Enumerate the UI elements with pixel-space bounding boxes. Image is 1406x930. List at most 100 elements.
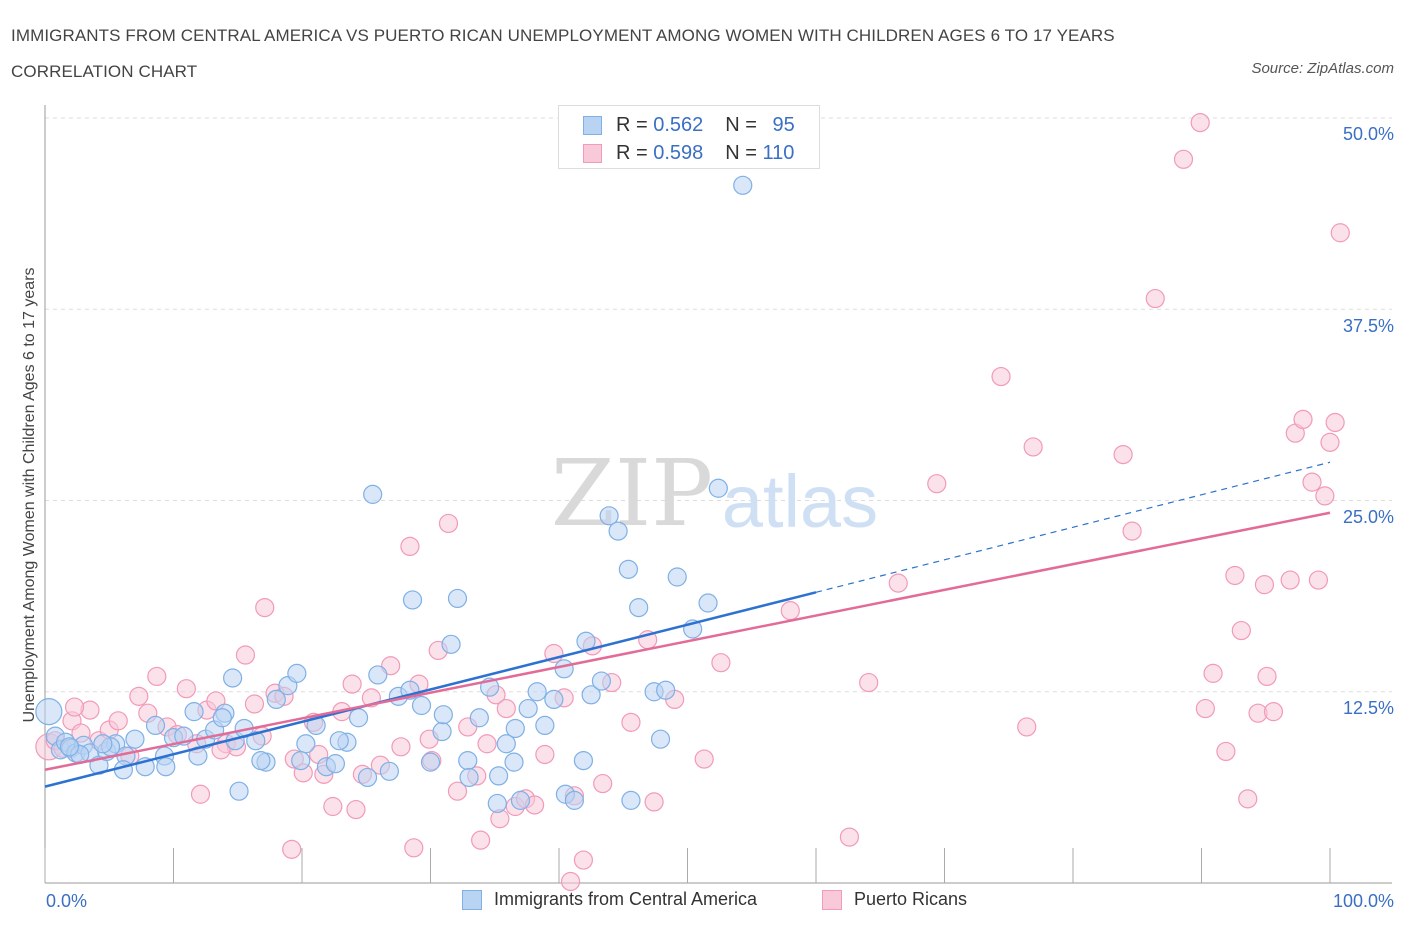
data-point — [458, 750, 478, 771]
data-point — [991, 366, 1011, 387]
data-point — [733, 175, 753, 195]
data-point — [400, 536, 420, 557]
stats-legend-row-pink: R = 0.598 N = 110 — [583, 141, 794, 165]
data-point — [593, 773, 613, 794]
data-point — [1122, 521, 1142, 541]
data-point — [505, 718, 525, 739]
data-point — [1320, 432, 1340, 452]
gridlines — [45, 117, 1392, 693]
n-value: 110 — [762, 141, 795, 164]
data-point — [223, 668, 243, 688]
data-point — [573, 750, 594, 771]
data-point — [1203, 663, 1223, 683]
data-point — [246, 731, 266, 751]
data-point — [64, 697, 85, 717]
data-point — [1190, 112, 1210, 133]
data-point — [108, 711, 128, 731]
y-tick-label: 25.0% — [1342, 507, 1394, 527]
data-point — [1315, 486, 1335, 506]
data-point — [433, 705, 453, 725]
data-point — [251, 750, 271, 771]
data-point — [402, 590, 423, 610]
data-point — [510, 790, 531, 810]
data-point — [780, 601, 800, 621]
data-point — [35, 698, 63, 726]
legend-label: Puerto Ricans — [854, 889, 968, 909]
data-point — [469, 708, 489, 728]
data-point — [1280, 570, 1300, 590]
data-point — [621, 790, 641, 810]
data-point — [1017, 717, 1037, 737]
data-point — [573, 850, 594, 870]
trend-lines — [44, 461, 1331, 788]
data-point — [487, 793, 507, 814]
data-point — [346, 799, 366, 820]
data-point — [591, 671, 612, 691]
data-point — [1238, 789, 1258, 809]
chart-title: IMMIGRANTS FROM CENTRAL AMERICA VS PUERT… — [11, 26, 1115, 81]
n-value: 95 — [772, 113, 795, 136]
stats-legend: R = 0.562 N = 95 R = 0.598 N = 110 — [558, 105, 820, 169]
data-point — [244, 694, 265, 714]
data-point — [1308, 570, 1329, 590]
data-point — [211, 740, 231, 760]
data-point — [363, 484, 383, 504]
data-point — [432, 721, 452, 742]
data-point — [1145, 288, 1165, 309]
y-tick-label: 12.5% — [1342, 698, 1394, 718]
data-point — [1330, 223, 1350, 243]
data-point — [255, 597, 275, 618]
data-point — [618, 559, 638, 579]
data-point — [927, 474, 947, 494]
data-point — [504, 752, 524, 772]
data-point — [113, 760, 133, 780]
data-point — [129, 686, 149, 706]
data-point — [489, 766, 509, 786]
stats-legend-row-blue: R = 0.562 N = 95 — [583, 113, 795, 137]
n-label: N = — [725, 113, 763, 136]
data-point — [1325, 412, 1345, 433]
data-point — [544, 689, 564, 710]
data-point — [93, 734, 113, 754]
data-point — [644, 792, 664, 812]
data-point — [1293, 409, 1313, 430]
data-point — [357, 767, 378, 788]
data-point — [477, 734, 497, 754]
data-point — [1231, 620, 1251, 641]
data-point — [694, 749, 714, 769]
data-point — [411, 695, 432, 716]
data-point — [420, 752, 441, 772]
data-point — [59, 737, 80, 757]
data-point — [80, 700, 100, 720]
data-point — [859, 672, 879, 693]
data-point — [379, 761, 399, 781]
x-tick-label: 0.0% — [46, 891, 88, 911]
data-point — [184, 702, 204, 722]
data-point — [438, 513, 459, 534]
data-point — [650, 729, 671, 749]
legend-item-central-america: Immigrants from Central America — [462, 889, 757, 910]
data-point — [698, 593, 718, 613]
data-point — [527, 682, 547, 702]
data-point — [1195, 698, 1215, 719]
data-point — [621, 712, 641, 732]
data-point — [496, 734, 516, 754]
data-point — [441, 634, 461, 654]
data-point — [348, 708, 369, 728]
data-point — [708, 478, 728, 498]
data-point — [282, 839, 302, 859]
data-point — [368, 665, 388, 685]
data-point — [1257, 666, 1277, 687]
data-point — [235, 645, 256, 665]
data-point — [125, 729, 145, 749]
data-point — [535, 744, 555, 765]
data-point — [1216, 741, 1236, 762]
data-point — [190, 784, 211, 804]
x-tick-label: 100.0% — [1332, 891, 1394, 911]
data-point — [599, 506, 619, 526]
data-point — [287, 663, 307, 683]
data-point — [459, 767, 479, 788]
data-point — [711, 653, 731, 673]
data-point — [581, 685, 601, 705]
